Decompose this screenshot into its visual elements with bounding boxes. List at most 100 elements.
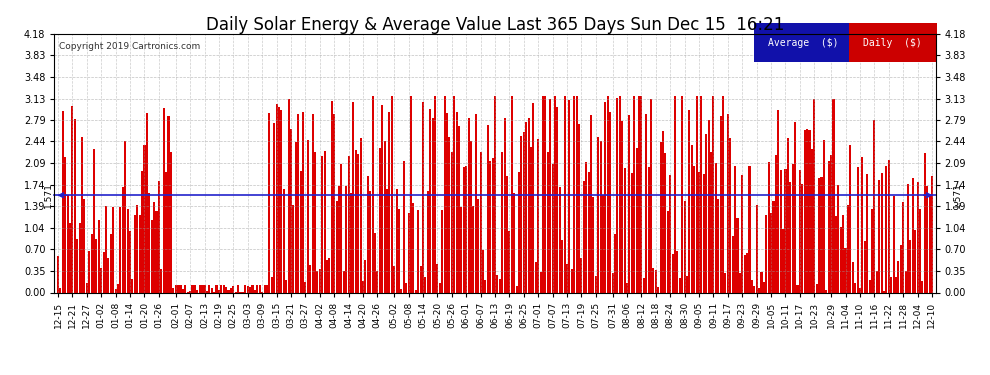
Bar bbox=[664, 153, 666, 292]
Bar bbox=[814, 99, 816, 292]
Bar bbox=[926, 186, 929, 292]
Bar bbox=[511, 96, 513, 292]
Bar bbox=[74, 120, 76, 292]
Bar bbox=[528, 118, 530, 292]
Bar bbox=[292, 205, 294, 292]
Bar bbox=[540, 272, 542, 292]
Bar bbox=[69, 224, 71, 292]
Bar bbox=[341, 164, 343, 292]
Bar bbox=[647, 167, 649, 292]
Bar bbox=[854, 283, 856, 292]
Bar bbox=[263, 285, 265, 292]
Bar bbox=[767, 162, 769, 292]
Bar bbox=[917, 182, 919, 292]
Bar bbox=[558, 186, 561, 292]
Bar bbox=[91, 234, 93, 292]
Bar bbox=[155, 211, 157, 292]
Bar bbox=[566, 264, 568, 292]
Bar bbox=[115, 289, 117, 292]
Bar bbox=[554, 96, 556, 292]
Bar bbox=[538, 139, 540, 292]
Bar bbox=[386, 189, 388, 292]
Bar bbox=[830, 156, 833, 292]
Bar bbox=[287, 99, 289, 292]
Bar bbox=[381, 105, 383, 292]
Bar bbox=[108, 258, 110, 292]
Bar bbox=[371, 96, 373, 292]
Bar bbox=[715, 164, 717, 292]
Bar bbox=[578, 124, 580, 292]
Bar bbox=[393, 266, 395, 292]
Bar bbox=[251, 285, 253, 292]
Bar bbox=[417, 210, 419, 292]
Bar bbox=[818, 178, 820, 292]
Bar bbox=[535, 262, 537, 292]
Bar bbox=[446, 113, 448, 292]
Bar bbox=[93, 150, 95, 292]
Bar bbox=[307, 140, 309, 292]
Bar bbox=[645, 114, 647, 292]
Bar bbox=[789, 182, 791, 292]
Bar bbox=[895, 277, 897, 292]
Bar bbox=[597, 138, 599, 292]
Bar bbox=[636, 148, 638, 292]
Bar bbox=[425, 277, 427, 292]
Bar bbox=[309, 265, 311, 292]
Bar bbox=[295, 142, 297, 292]
Bar bbox=[225, 288, 227, 292]
Bar bbox=[280, 110, 282, 292]
Bar bbox=[804, 130, 806, 292]
Bar bbox=[533, 103, 535, 292]
Bar bbox=[614, 234, 616, 292]
Bar bbox=[914, 230, 916, 292]
Bar bbox=[890, 278, 892, 292]
Bar bbox=[871, 209, 873, 292]
Bar bbox=[809, 130, 811, 292]
Bar bbox=[297, 114, 299, 292]
Bar bbox=[770, 213, 772, 292]
Bar bbox=[162, 108, 164, 292]
Bar bbox=[81, 137, 83, 292]
Bar bbox=[863, 241, 865, 292]
Bar bbox=[588, 172, 590, 292]
Bar bbox=[910, 240, 912, 292]
Bar bbox=[844, 248, 846, 292]
Bar bbox=[233, 286, 235, 292]
Bar bbox=[462, 167, 465, 292]
Bar bbox=[403, 161, 405, 292]
Bar bbox=[218, 290, 220, 292]
Bar bbox=[391, 96, 393, 292]
Bar bbox=[489, 160, 491, 292]
Bar bbox=[374, 233, 376, 292]
Bar bbox=[866, 174, 868, 292]
Bar bbox=[125, 141, 127, 292]
Bar bbox=[743, 255, 745, 292]
Bar bbox=[304, 282, 306, 292]
Bar bbox=[900, 245, 902, 292]
Bar bbox=[595, 276, 597, 292]
Bar bbox=[362, 281, 364, 292]
Bar bbox=[475, 114, 477, 292]
Bar bbox=[746, 253, 748, 292]
Title: Daily Solar Energy & Average Value Last 365 Days Sun Dec 15  16:21: Daily Solar Energy & Average Value Last … bbox=[206, 16, 784, 34]
Bar bbox=[400, 290, 402, 292]
Bar bbox=[801, 184, 803, 292]
Bar bbox=[165, 172, 167, 292]
Bar bbox=[828, 161, 830, 292]
Bar bbox=[681, 96, 683, 292]
Bar bbox=[777, 110, 779, 292]
Bar bbox=[83, 200, 85, 292]
Bar bbox=[253, 290, 256, 292]
Bar bbox=[273, 123, 275, 292]
Text: 1.571: 1.571 bbox=[44, 182, 52, 208]
Bar bbox=[455, 112, 457, 292]
Bar bbox=[922, 281, 924, 292]
Bar bbox=[799, 171, 801, 292]
Bar bbox=[676, 251, 678, 292]
Bar bbox=[470, 141, 472, 292]
Bar bbox=[132, 279, 134, 292]
Bar bbox=[652, 267, 654, 292]
Bar bbox=[110, 234, 112, 292]
Bar bbox=[701, 96, 703, 292]
Bar bbox=[583, 181, 585, 292]
